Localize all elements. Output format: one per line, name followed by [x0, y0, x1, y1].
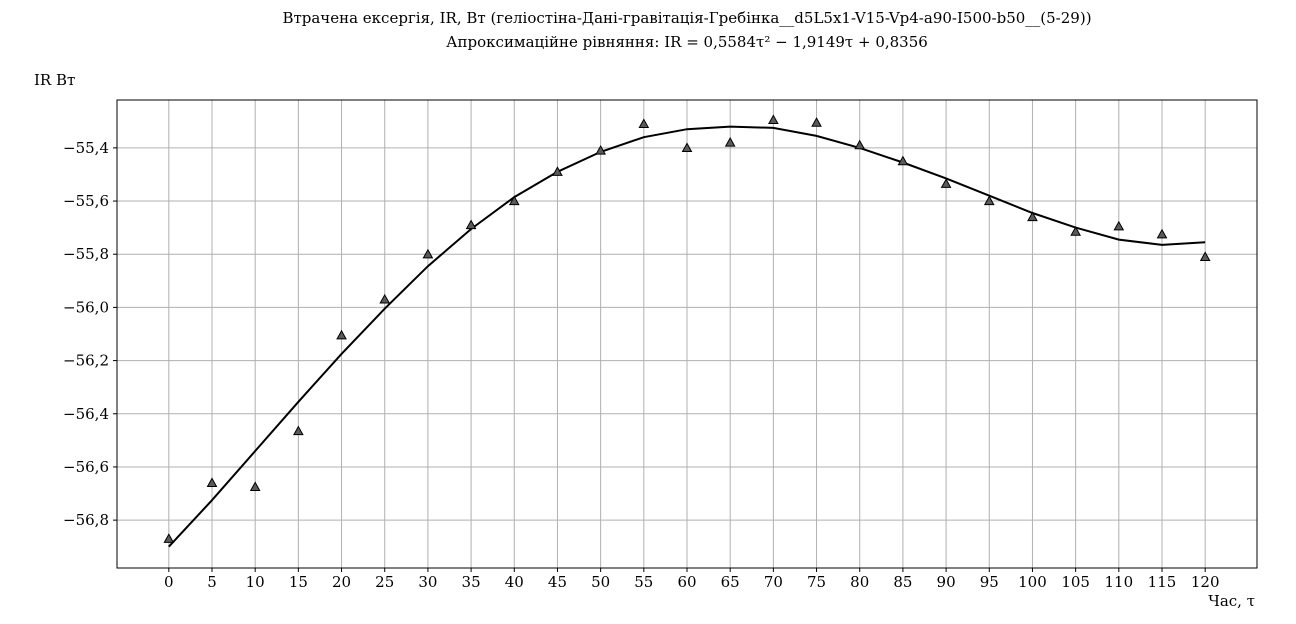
x-tick-label: 75 — [807, 573, 826, 591]
data-point — [595, 144, 606, 155]
data-point — [724, 137, 736, 147]
data-point — [379, 293, 391, 304]
x-tick-label: 60 — [677, 573, 696, 591]
data-point — [897, 155, 909, 166]
data-point — [638, 118, 650, 129]
x-tick-label: 5 — [207, 573, 217, 591]
chart-title: Втрачена ексергія, IR, Вт (геліостіна-Да… — [282, 9, 1091, 27]
y-tick-label: −55,8 — [63, 245, 109, 263]
data-point — [811, 117, 822, 127]
data-point — [206, 477, 218, 488]
x-tick-label: 70 — [764, 573, 783, 591]
data-point — [336, 329, 347, 340]
x-tick-label: 45 — [548, 573, 567, 591]
data-point — [983, 195, 995, 206]
data-point — [1070, 226, 1081, 236]
x-tick-label: 115 — [1148, 573, 1177, 591]
x-tick-label: 80 — [850, 573, 869, 591]
x-tick-label: 50 — [591, 573, 610, 591]
data-point — [1156, 228, 1168, 239]
y-tick-label: −56,6 — [63, 458, 109, 476]
data-point — [508, 195, 520, 206]
data-point — [854, 139, 866, 150]
x-tick-label: 15 — [289, 573, 308, 591]
data-point — [1027, 211, 1038, 222]
grid — [117, 100, 1257, 568]
ticks: 0 5 10 15 20 25 30 35 40 45 50 55 60 65 70 75 80 85 90 95 10… — [63, 139, 1219, 591]
x-tick-label: 55 — [634, 573, 653, 591]
data-point — [940, 178, 952, 188]
data-point — [422, 248, 434, 259]
data-point — [249, 481, 261, 491]
data-point — [552, 166, 563, 176]
x-tick-label: 85 — [893, 573, 912, 591]
x-tick-label: 105 — [1061, 573, 1090, 591]
x-tick-label: 65 — [721, 573, 740, 591]
y-tick-label: −55,6 — [63, 192, 109, 210]
x-tick-label: 35 — [462, 573, 481, 591]
x-tick-label: 20 — [332, 573, 351, 591]
data-point — [163, 533, 175, 543]
x-tick-label: 110 — [1104, 573, 1133, 591]
y-tick-label: −56,8 — [63, 511, 109, 529]
data-point — [1199, 251, 1211, 261]
y-axis-label: IR Вт — [34, 71, 75, 89]
y-tick-label: −56,0 — [63, 298, 109, 316]
plot-frame — [116, 99, 1258, 569]
x-tick-label: 0 — [164, 573, 174, 591]
data-point — [465, 219, 477, 230]
x-tick-label: 90 — [937, 573, 956, 591]
x-axis-label: Час, τ — [1208, 592, 1255, 610]
chart-subtitle: Апроксимаційне рівняння: IR = 0,5584τ² −… — [446, 33, 928, 51]
x-tick-label: 100 — [1018, 573, 1047, 591]
data-point — [293, 425, 304, 436]
x-tick-label: 95 — [980, 573, 999, 591]
y-tick-label: −55,4 — [63, 139, 109, 157]
data-point — [681, 142, 693, 152]
y-tick-label: −56,2 — [63, 352, 109, 370]
x-tick-label: 40 — [505, 573, 524, 591]
data-point — [1113, 220, 1125, 231]
x-tick-label: 10 — [246, 573, 265, 591]
data-point — [768, 114, 779, 125]
data-points — [163, 114, 1211, 543]
x-tick-label: 25 — [375, 573, 394, 591]
x-tick-label: 120 — [1191, 573, 1220, 591]
x-tick-label: 30 — [418, 573, 437, 591]
y-tick-label: −56,4 — [63, 405, 109, 423]
